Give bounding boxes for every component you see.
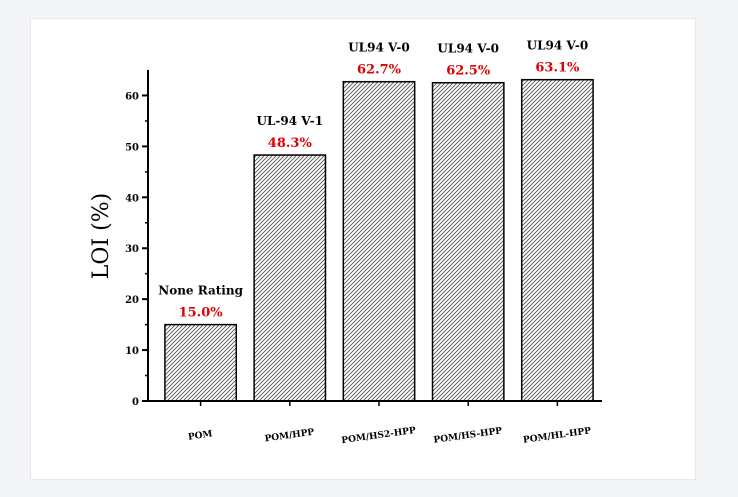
x-tick-label: POM/HS-HPP [433,426,503,446]
value-label: 15.0% [179,306,224,321]
y-tick-label: 10 [125,346,139,357]
x-tick-label: POM/HL-HPP [523,426,592,445]
rating-label: UL94 V-0 [437,42,499,56]
bar-pom-hpp [253,154,327,402]
x-tick-label: POM/HPP [264,428,315,445]
rating-label: UL94 V-0 [527,39,589,53]
bar-pom-hl-hpp [520,78,594,402]
bar-pom-hs-hpp [431,81,505,402]
rating-label: UL94 V-0 [348,41,410,55]
value-label: 62.5% [446,64,491,79]
y-tick-label: 30 [125,244,139,255]
y-tick-label: 60 [125,91,139,102]
y-axis-label: LOI (%) [89,193,114,279]
y-tick-label: 20 [125,295,139,306]
rating-label: None Rating [158,284,243,298]
rating-label: UL-94 V-1 [257,114,324,128]
bar-pom-hs2-hpp [342,80,416,402]
value-label: 63.1% [535,61,580,76]
y-tick-label: 50 [125,142,139,153]
x-tick-label: POM/HS2-HPP [341,426,417,446]
value-label: 48.3% [268,136,313,151]
bar-pom [164,323,238,402]
x-tick-label: POM [187,429,213,442]
value-label: 62.7% [357,63,402,78]
y-tick-label: 0 [132,397,139,408]
y-tick-label: 40 [125,193,139,204]
